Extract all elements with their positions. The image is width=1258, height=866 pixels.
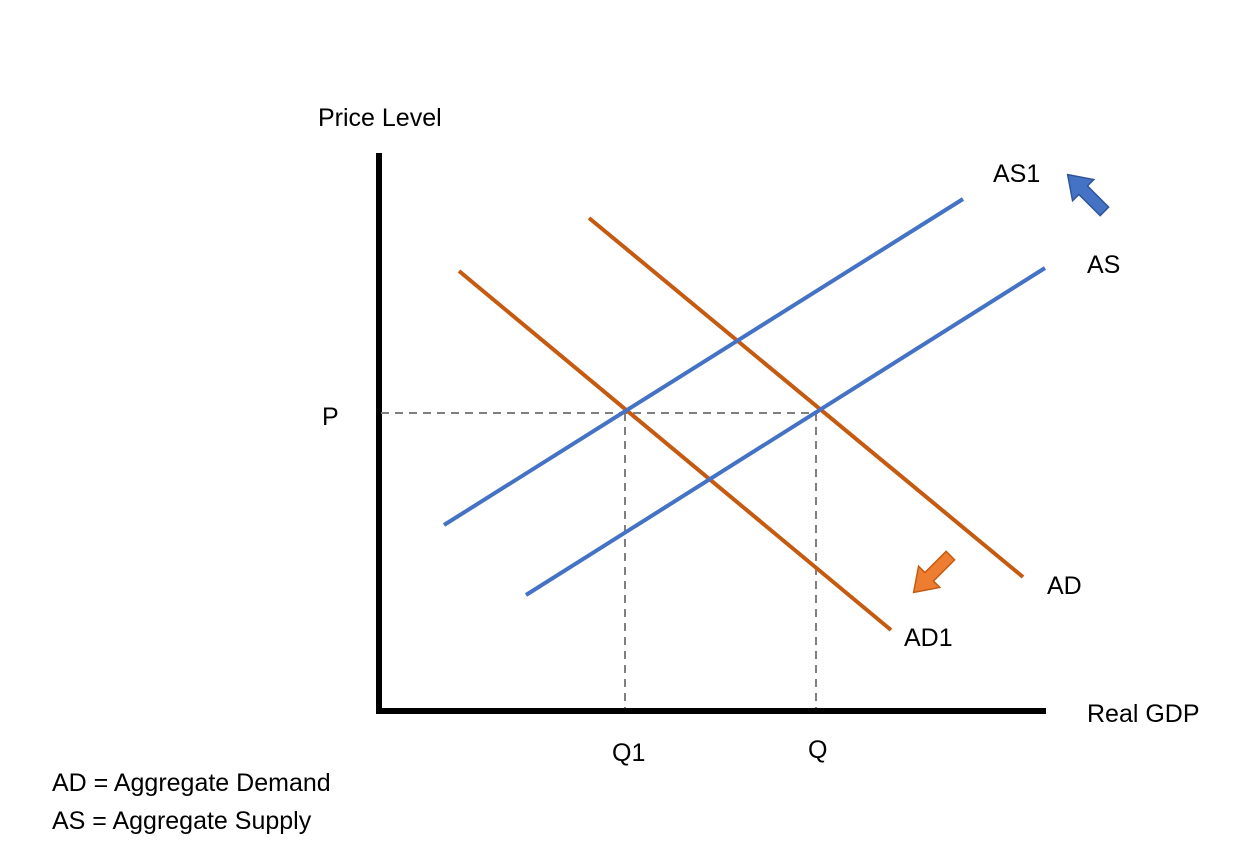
ad-label: AD — [1047, 572, 1082, 600]
ad-curve — [587, 216, 1025, 579]
ad1-label: AD1 — [904, 624, 953, 652]
legend-ad: AD = Aggregate Demand — [52, 769, 331, 797]
legend-as: AS = Aggregate Supply — [52, 807, 312, 835]
q-label: Q — [808, 736, 827, 764]
y-axis-label: Price Level — [318, 104, 442, 132]
ad1-curve — [457, 269, 893, 632]
as1-curve — [442, 197, 965, 527]
as1-label: AS1 — [993, 160, 1040, 188]
x-axis-label: Real GDP — [1087, 700, 1200, 728]
legend: AD = Aggregate Demand AS = Aggregate Sup… — [52, 764, 331, 840]
as-shift-arrow-icon — [1066, 173, 1110, 217]
q1-label: Q1 — [612, 739, 645, 767]
as-label: AS — [1087, 251, 1120, 279]
price-level-label: P — [322, 403, 339, 431]
ad-shift-arrow-icon — [912, 550, 956, 594]
as-curve — [524, 266, 1047, 597]
